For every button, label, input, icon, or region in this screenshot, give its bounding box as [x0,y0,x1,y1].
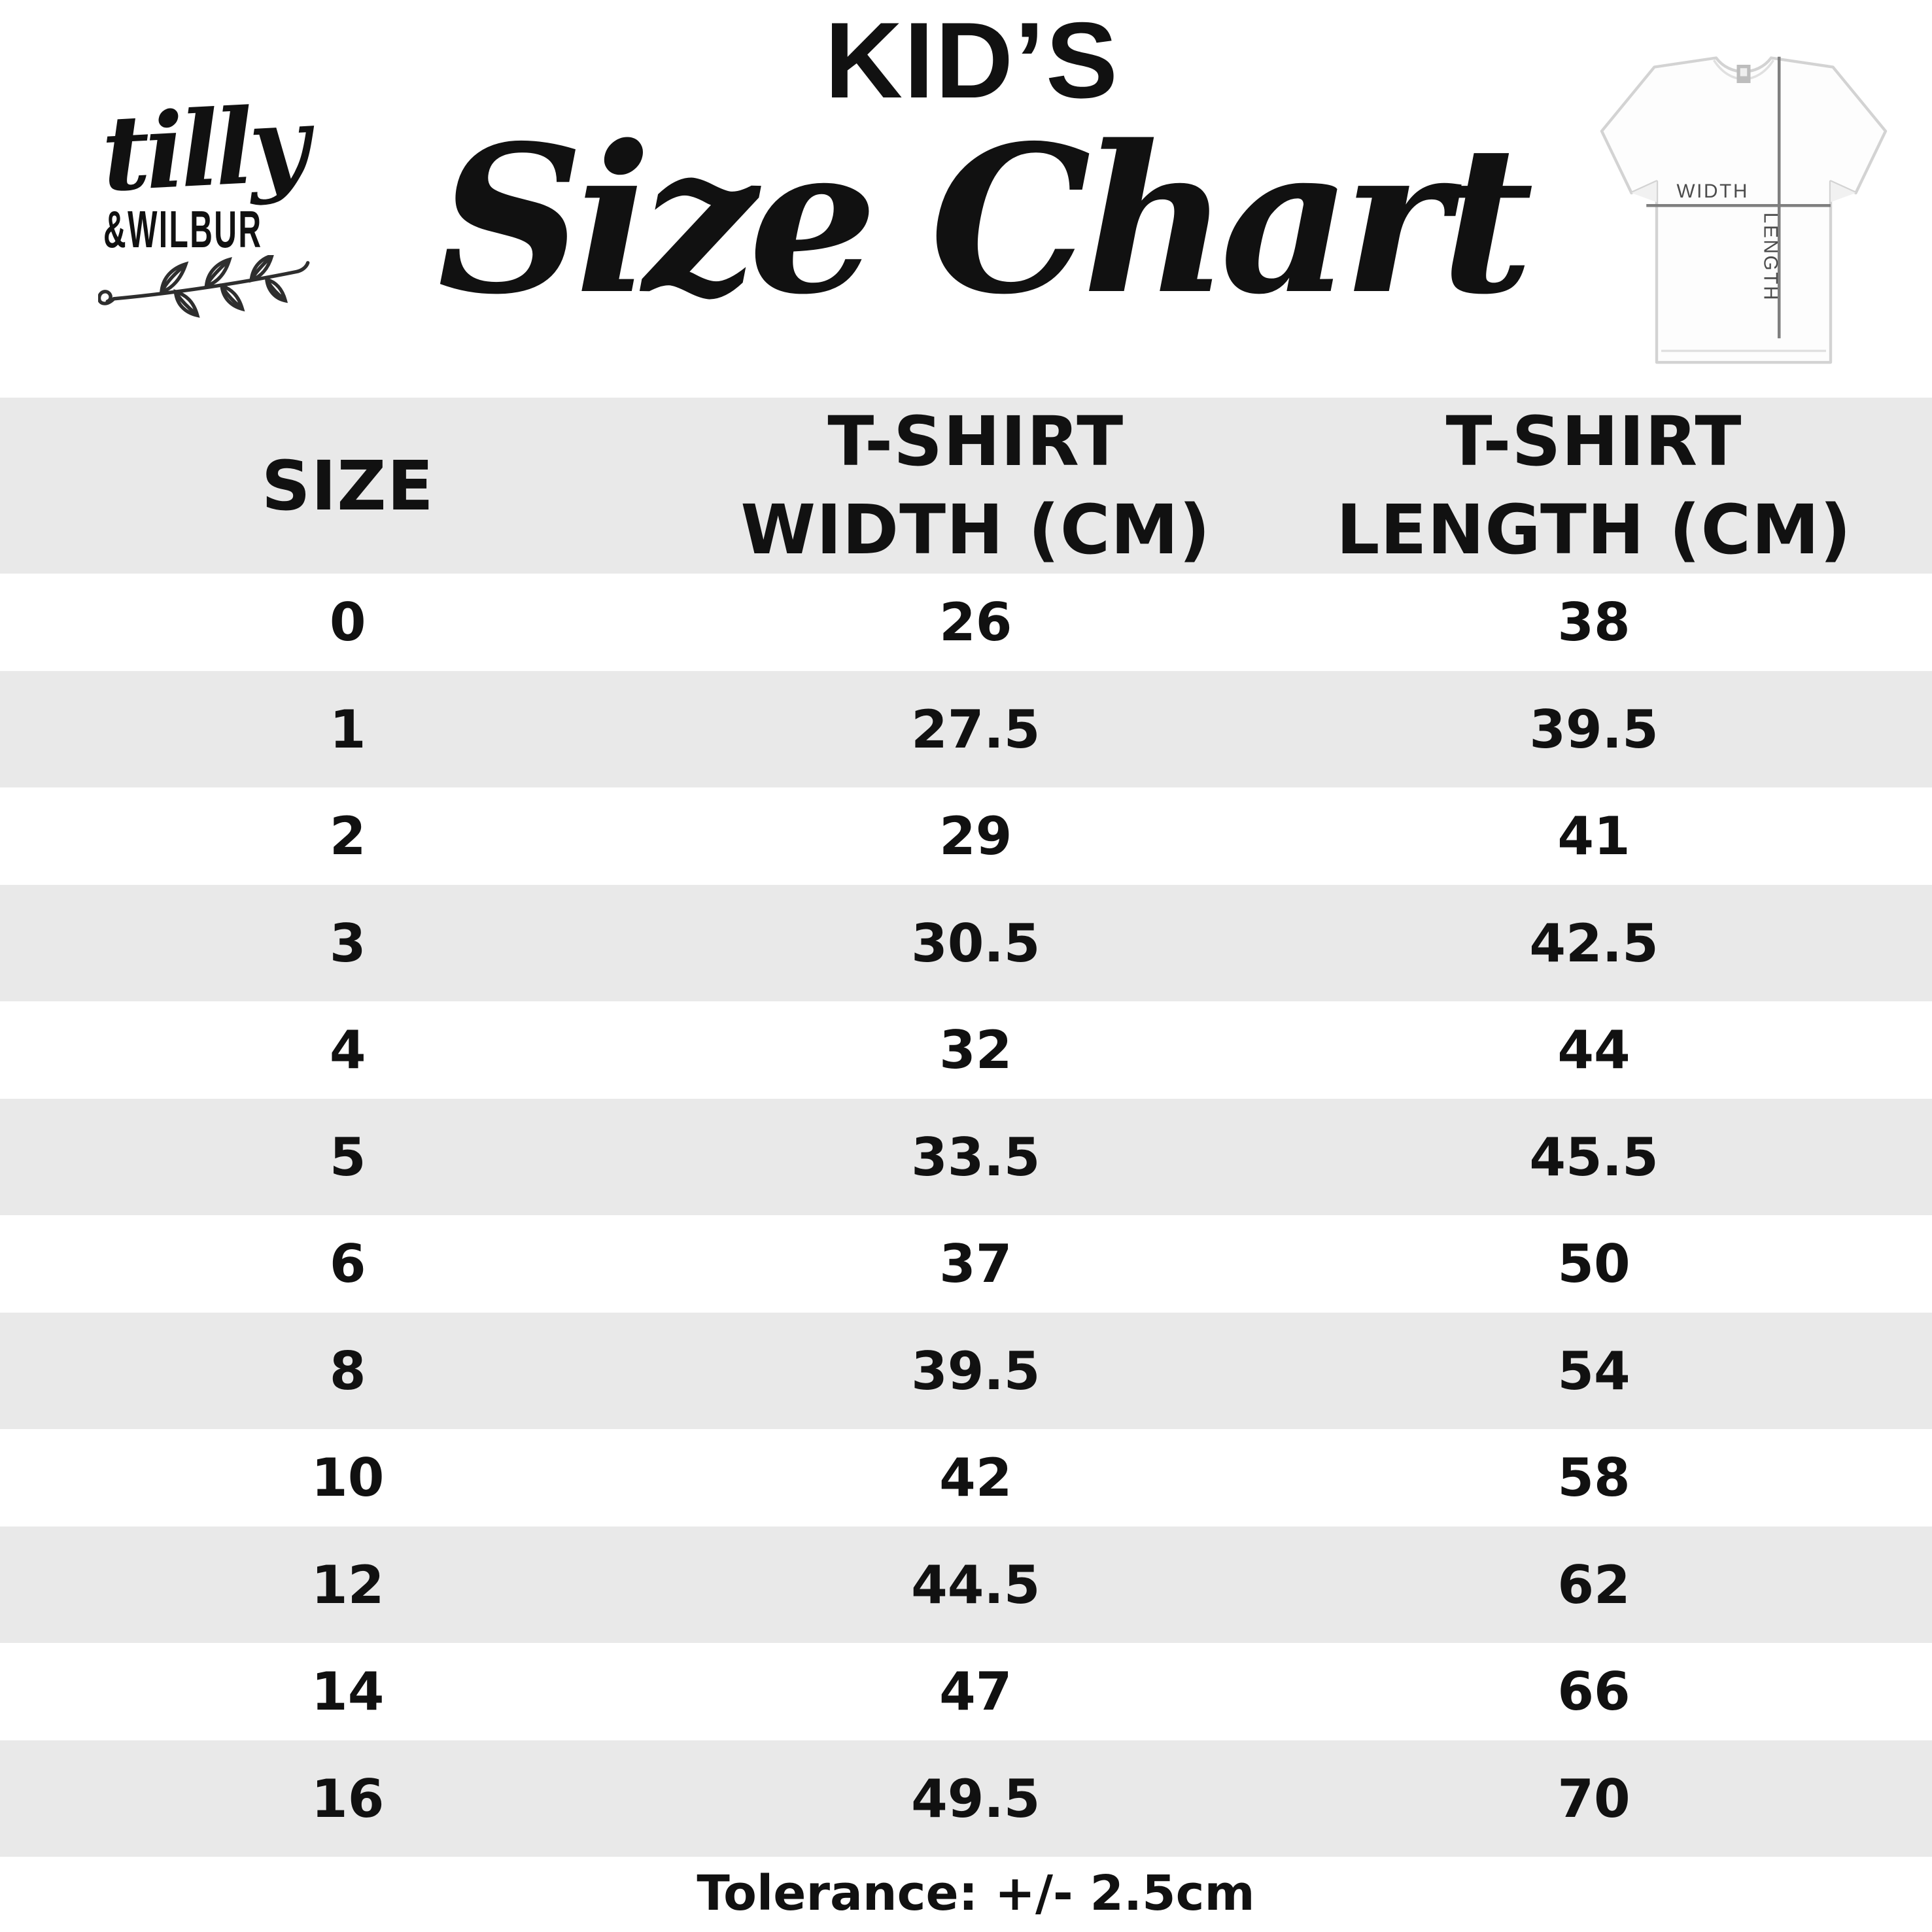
table-cell: 58 [1557,1447,1630,1508]
table-cell: 3 [329,912,366,974]
table-cell: 0 [329,592,366,653]
table-cell: 44 [1557,1020,1630,1080]
table-cell: 27.5 [911,699,1041,760]
page-title: Size Chart [437,101,1534,339]
title-kicker: KID’S [824,0,1120,120]
table-cell: 10 [311,1447,385,1508]
table-cell: 38 [1557,592,1630,653]
table-cell: 14 [311,1661,385,1722]
table-cell: 29 [939,806,1012,867]
table-cell: 30.5 [911,912,1041,974]
table-row: 1 27.5 39.5 [0,671,1932,787]
table-cell: 26 [939,592,1012,653]
table-row: 4 32 44 [0,1001,1932,1099]
table-cell: 42 [939,1447,1012,1508]
brand-logo: tilly &WILBUR [98,84,360,347]
column-header-size: SIZE [261,445,434,526]
table-cell: 2 [329,806,366,867]
table-cell: 33.5 [911,1126,1041,1188]
width-label: WIDTH [1676,181,1749,202]
table-row: 10 42 58 [0,1429,1932,1527]
table-cell: 1 [329,699,366,760]
table-cell: 39.5 [911,1340,1041,1402]
table-body: 0 26 38 1 27.5 39.5 2 29 41 3 30.5 42.5 4 32 44 5 33.5 45… [0,574,1932,1857]
neck-label-print [1740,68,1748,77]
tshirt-icon [1600,56,1888,364]
table-cell: 49.5 [911,1768,1041,1829]
table-cell: 8 [329,1340,366,1402]
table-cell: 6 [329,1233,366,1294]
size-table: SIZE T-SHIRT WIDTH (CM) T-SHIRT LENGTH (… [0,398,1932,1857]
table-cell: 45.5 [1529,1126,1659,1188]
column-header-width: T-SHIRT WIDTH (CM) [740,402,1211,570]
table-row: 0 26 38 [0,574,1932,671]
laurel-branch-icon [98,255,310,318]
sleeve-shade-left [1631,181,1657,202]
table-row: 3 30.5 42.5 [0,885,1932,1001]
table-row: 12 44.5 62 [0,1527,1932,1643]
table-header-row: SIZE T-SHIRT WIDTH (CM) T-SHIRT LENGTH (… [0,398,1932,574]
table-cell: 47 [939,1661,1012,1722]
brand-name-caps: &WILBUR [103,200,263,258]
table-row: 2 29 41 [0,787,1932,885]
table-cell: 4 [329,1020,366,1080]
tshirt-measurement-diagram: WIDTH LENGTH [1600,56,1888,364]
table-cell: 54 [1557,1340,1630,1402]
table-row: 8 39.5 54 [0,1313,1932,1429]
brand-name-script: tilly [99,84,308,215]
table-cell: 62 [1557,1554,1630,1615]
table-cell: 5 [329,1126,366,1188]
table-cell: 12 [311,1554,385,1615]
table-row: 14 47 66 [0,1643,1932,1740]
table-cell: 70 [1557,1768,1630,1829]
table-cell: 37 [939,1233,1012,1294]
table-row: 16 49.5 70 [0,1740,1932,1857]
sleeve-shade-right [1831,181,1856,202]
table-cell: 42.5 [1529,912,1659,974]
table-row: 5 33.5 45.5 [0,1099,1932,1215]
table-cell: 66 [1557,1661,1630,1722]
table-cell: 41 [1557,806,1630,867]
table-row: 6 37 50 [0,1215,1932,1313]
column-header-length: T-SHIRT LENGTH (CM) [1336,402,1852,570]
table-cell: 50 [1557,1233,1630,1294]
table-cell: 32 [939,1020,1012,1080]
length-label: LENGTH [1760,213,1782,302]
table-cell: 39.5 [1529,699,1659,760]
table-cell: 16 [311,1768,385,1829]
table-cell: 44.5 [911,1554,1041,1615]
tolerance-note: Tolerance: +/- 2.5cm [697,1865,1255,1922]
